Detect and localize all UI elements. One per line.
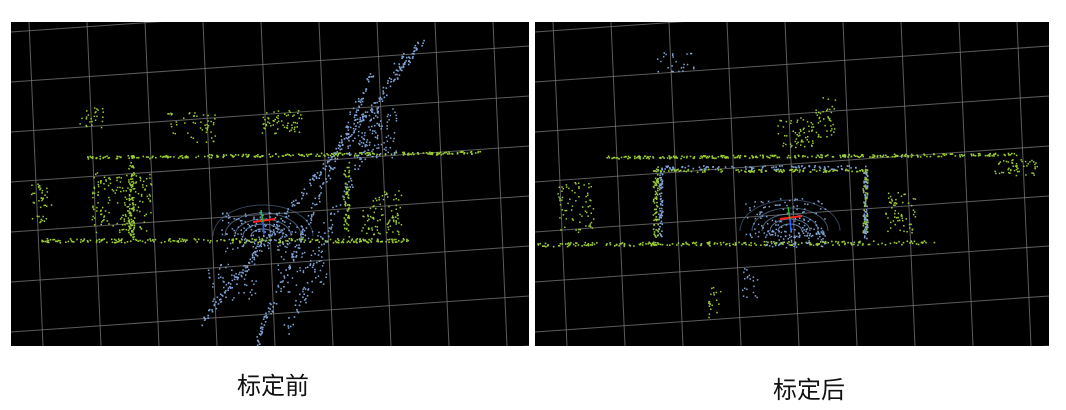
vehicle-axes-icon	[779, 206, 803, 232]
blue-points	[656, 52, 869, 299]
pointcloud-render-after	[535, 22, 1049, 346]
caption-after: 标定后	[773, 376, 845, 404]
green-points	[31, 107, 482, 244]
blue-points	[201, 39, 425, 346]
grid	[11, 22, 529, 346]
caption-before: 标定前	[237, 372, 309, 400]
pointcloud-view-after	[535, 22, 1049, 346]
vehicle-axes-icon	[252, 209, 276, 235]
grid	[535, 22, 1049, 346]
pointcloud-render-before	[11, 22, 529, 346]
pointcloud-view-before	[11, 22, 529, 346]
